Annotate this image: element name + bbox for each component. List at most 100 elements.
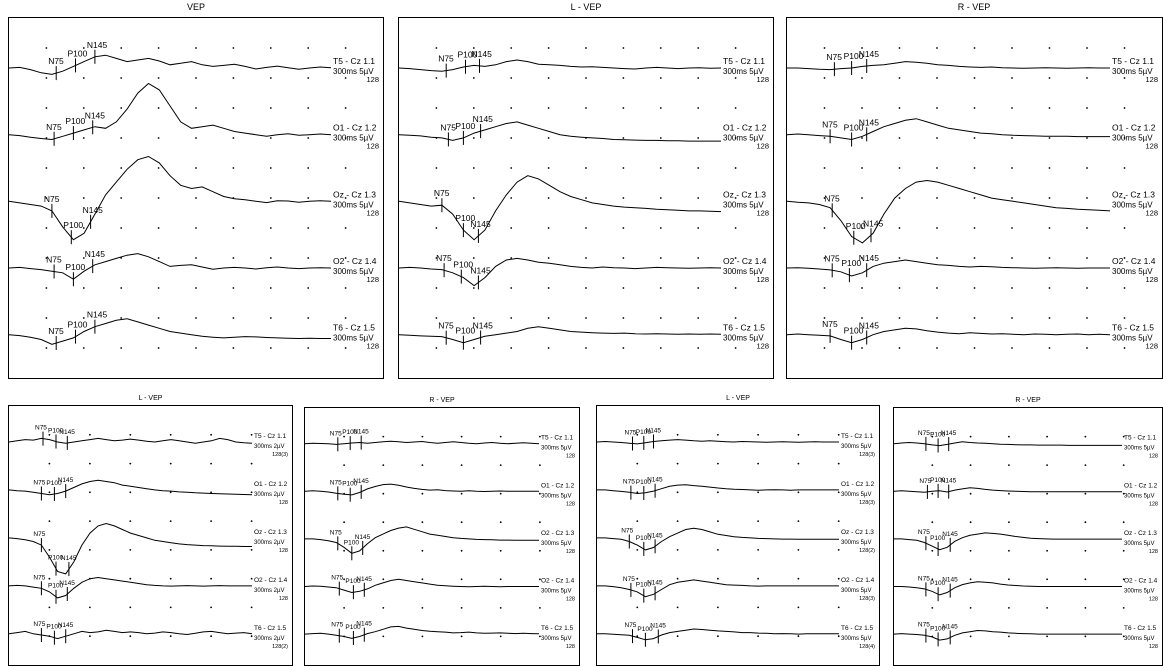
grid-dot bbox=[797, 549, 800, 551]
grid-dot bbox=[734, 77, 737, 79]
grid-dot bbox=[435, 197, 438, 199]
channel-label: T6 - Cz 1.5 bbox=[541, 625, 574, 632]
channel-label: Oz - Cz 1.3 bbox=[723, 189, 766, 199]
grid-dot bbox=[157, 167, 160, 169]
grid-dot bbox=[120, 107, 123, 109]
grid-dot bbox=[157, 227, 160, 229]
scale-label: 300ms 5µV bbox=[541, 446, 571, 452]
grid-dot bbox=[1048, 227, 1051, 229]
grid-dot bbox=[936, 47, 938, 49]
grid-dot bbox=[898, 257, 901, 259]
waveform-trace bbox=[399, 326, 722, 344]
grid-dot bbox=[969, 435, 972, 438]
grid-dot bbox=[499, 492, 502, 495]
grid-dot bbox=[636, 635, 639, 638]
grid-dot bbox=[45, 347, 48, 349]
grid-dot bbox=[460, 521, 463, 524]
peak-label: N75 bbox=[440, 122, 456, 132]
grid-dot bbox=[797, 433, 800, 436]
grid-dot bbox=[382, 635, 385, 638]
peak-label: P100 bbox=[455, 213, 475, 223]
average-count-label: 128 bbox=[756, 275, 769, 284]
grid-dot bbox=[421, 549, 424, 552]
grid-dot bbox=[936, 107, 938, 109]
grid-dot bbox=[82, 197, 85, 199]
average-count-label: 128 bbox=[366, 342, 379, 351]
grid-dot bbox=[435, 347, 438, 349]
grid-dot bbox=[1086, 317, 1088, 319]
grid-dot bbox=[307, 137, 310, 139]
peak-label: P100 bbox=[930, 625, 946, 632]
grid-dot bbox=[157, 197, 160, 199]
grid-dot bbox=[734, 197, 737, 199]
peak-label: P100 bbox=[637, 626, 653, 633]
grid-dot bbox=[861, 47, 863, 49]
peak-label: N145 bbox=[647, 532, 663, 539]
waveform-trace bbox=[305, 625, 540, 639]
grid-dot bbox=[1123, 137, 1126, 139]
grid-dot bbox=[343, 578, 345, 581]
peak-label: N145 bbox=[59, 580, 75, 587]
grid-dot bbox=[861, 227, 863, 229]
scale-label: 300ms 5µV bbox=[1112, 334, 1153, 343]
grid-dot bbox=[89, 491, 91, 494]
peak-label: N75 bbox=[48, 56, 64, 66]
grid-dot bbox=[1011, 167, 1013, 169]
grid-dot bbox=[697, 197, 700, 199]
grid-dot bbox=[659, 257, 662, 259]
grid-dot bbox=[269, 317, 272, 319]
channel-label: T6 - Cz 1.5 bbox=[723, 323, 765, 333]
grid-dot bbox=[757, 549, 759, 551]
grid-dot bbox=[697, 167, 700, 169]
grid-dot bbox=[1048, 47, 1051, 49]
grid-dot bbox=[232, 107, 235, 109]
average-count-label: 128(4) bbox=[859, 644, 875, 650]
grid-dot bbox=[697, 287, 700, 289]
grid-dot bbox=[232, 167, 235, 169]
peak-label: P100 bbox=[453, 260, 473, 270]
scale-label: 300ms 5µV bbox=[841, 444, 871, 450]
peak-label: N75 bbox=[330, 529, 342, 536]
grid-dot bbox=[547, 77, 550, 79]
scale-label: 300ms 5µV bbox=[723, 67, 764, 76]
waveform-trace bbox=[894, 581, 1122, 596]
grid-dot bbox=[232, 227, 235, 229]
waveform-trace bbox=[9, 82, 332, 141]
grid-dot bbox=[169, 606, 172, 609]
channel-label: T5 - Cz 1.1 bbox=[254, 433, 287, 440]
grid-dot bbox=[861, 287, 863, 289]
grid-dot bbox=[120, 137, 123, 139]
channel-label: O2 - Cz 1.4 bbox=[1124, 578, 1158, 585]
grid-dot bbox=[734, 227, 737, 229]
grid-dot bbox=[82, 257, 85, 259]
panel-title: L - VEP bbox=[570, 2, 602, 12]
grid-dot bbox=[499, 521, 502, 524]
grid-dot bbox=[1084, 435, 1087, 438]
grid-dot bbox=[659, 77, 662, 79]
grid-dot bbox=[973, 257, 976, 259]
grid-dot bbox=[421, 635, 424, 638]
grid-dot bbox=[676, 462, 679, 465]
peak-label: N75 bbox=[826, 52, 842, 62]
grid-dot bbox=[344, 137, 347, 139]
grid-dot bbox=[382, 521, 385, 524]
average-count-label: 128(3) bbox=[859, 500, 875, 506]
grid-dot bbox=[969, 464, 972, 466]
grid-dot bbox=[510, 47, 513, 49]
average-count-label: 128 bbox=[1145, 142, 1158, 151]
grid-dot bbox=[435, 257, 438, 259]
peak-label: N145 bbox=[647, 477, 663, 484]
grid-dot bbox=[1084, 607, 1087, 609]
peak-label: N145 bbox=[859, 321, 880, 331]
grid-dot bbox=[757, 577, 759, 580]
grid-dot bbox=[157, 107, 160, 109]
grid-dot bbox=[837, 520, 840, 522]
grid-dot bbox=[697, 347, 700, 349]
grid-dot bbox=[89, 462, 91, 465]
grid-dot bbox=[659, 227, 662, 229]
average-count-label: 128(2) bbox=[859, 548, 875, 554]
grid-dot bbox=[823, 197, 826, 199]
grid-dot bbox=[734, 257, 737, 259]
grid-dot bbox=[1122, 435, 1125, 438]
average-count-label: 128 bbox=[366, 142, 379, 151]
